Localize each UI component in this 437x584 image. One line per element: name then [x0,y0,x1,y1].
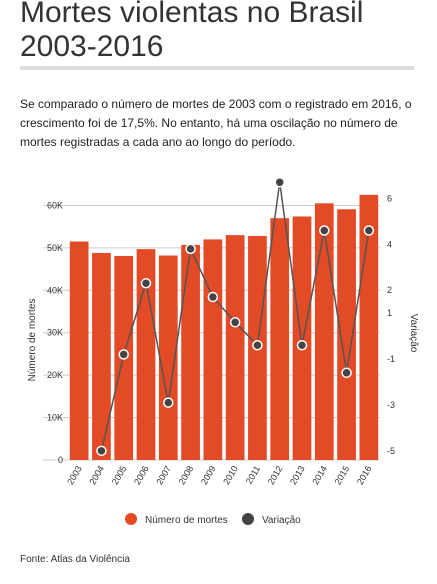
variation-point [319,225,330,236]
variation-point [96,445,107,457]
x-tick-label: 2015 [333,464,352,486]
legend-bars-swatch[interactable] [125,513,137,525]
x-tick-label: 2013 [288,464,307,486]
variation-point [163,397,174,408]
legend: Número de mortes Variação [125,513,301,526]
x-tick-label: 2006 [132,464,151,486]
bar [270,218,290,460]
x-tick-label: 2009 [199,464,218,486]
y-tick-label: 50K [47,243,63,253]
y2-tick-label: -5 [387,446,395,456]
y2-tick-label: -3 [387,400,395,410]
x-tick-label: 2004 [87,464,106,486]
source-note: Fonte: Atlas da Violência [20,554,130,565]
variation-point [229,317,241,328]
variation-point [118,349,129,360]
title-line-2: 2003-2016 [20,30,164,63]
y-tick-label: 60K [47,200,63,210]
x-tick-label: 2005 [110,464,129,486]
y2-tick-label: -1 [387,354,395,364]
x-tick-label: 2016 [355,464,374,486]
variation-point [296,339,308,351]
bars [69,194,379,461]
chart-description: Se comparado o número de mortes de 2003 … [20,97,412,149]
y2-tick-label: 6 [387,193,392,203]
legend-bars-label[interactable]: Número de mortes [145,515,228,526]
y2-tick-label: 2 [387,285,392,295]
bar [314,203,334,461]
variation-point [363,225,375,236]
bar [337,209,356,460]
page-title: Mortes violentas no Brasil 2003-2016 [20,0,420,64]
x-tick-label: 2010 [221,464,240,486]
bar [69,241,89,460]
x-tick-label: 2014 [310,464,329,486]
legend-line-label[interactable]: Variação [262,515,301,526]
variation-point [140,278,152,289]
x-tick-label: 2008 [177,464,196,486]
bar [225,235,245,460]
y-tick-label: 40K [47,285,63,295]
bar [158,255,178,460]
y-tick-label: 10K [47,413,63,423]
y2-tick-label: 1 [387,308,392,318]
y-tick-label: 20K [47,370,63,380]
x-tick-label: 2007 [154,464,173,486]
variation-point [207,291,219,303]
variation-point [252,339,263,351]
bar [92,252,111,460]
x-tick-label: 2011 [244,464,262,486]
variation-point [185,243,196,255]
y2-axis-label: Variação [408,314,419,353]
bar [136,249,156,460]
title-line-1: Mortes violentas no Brasil [20,0,364,29]
x-tick-label: 2003 [65,464,84,486]
bar [292,216,312,460]
y-axis-label: Número de mortes [27,299,38,382]
variation-point [274,177,285,188]
x-tick-label: 2012 [266,464,285,486]
y2-tick-label: 4 [387,239,392,249]
legend-line-swatch[interactable] [242,513,254,525]
variation-point [341,367,352,379]
y-tick-label: 0 [58,455,63,465]
bar [181,244,200,460]
y-tick-label: 30K [47,328,63,338]
title-divider [20,66,414,70]
variation-line [96,177,375,457]
bar [203,239,223,460]
